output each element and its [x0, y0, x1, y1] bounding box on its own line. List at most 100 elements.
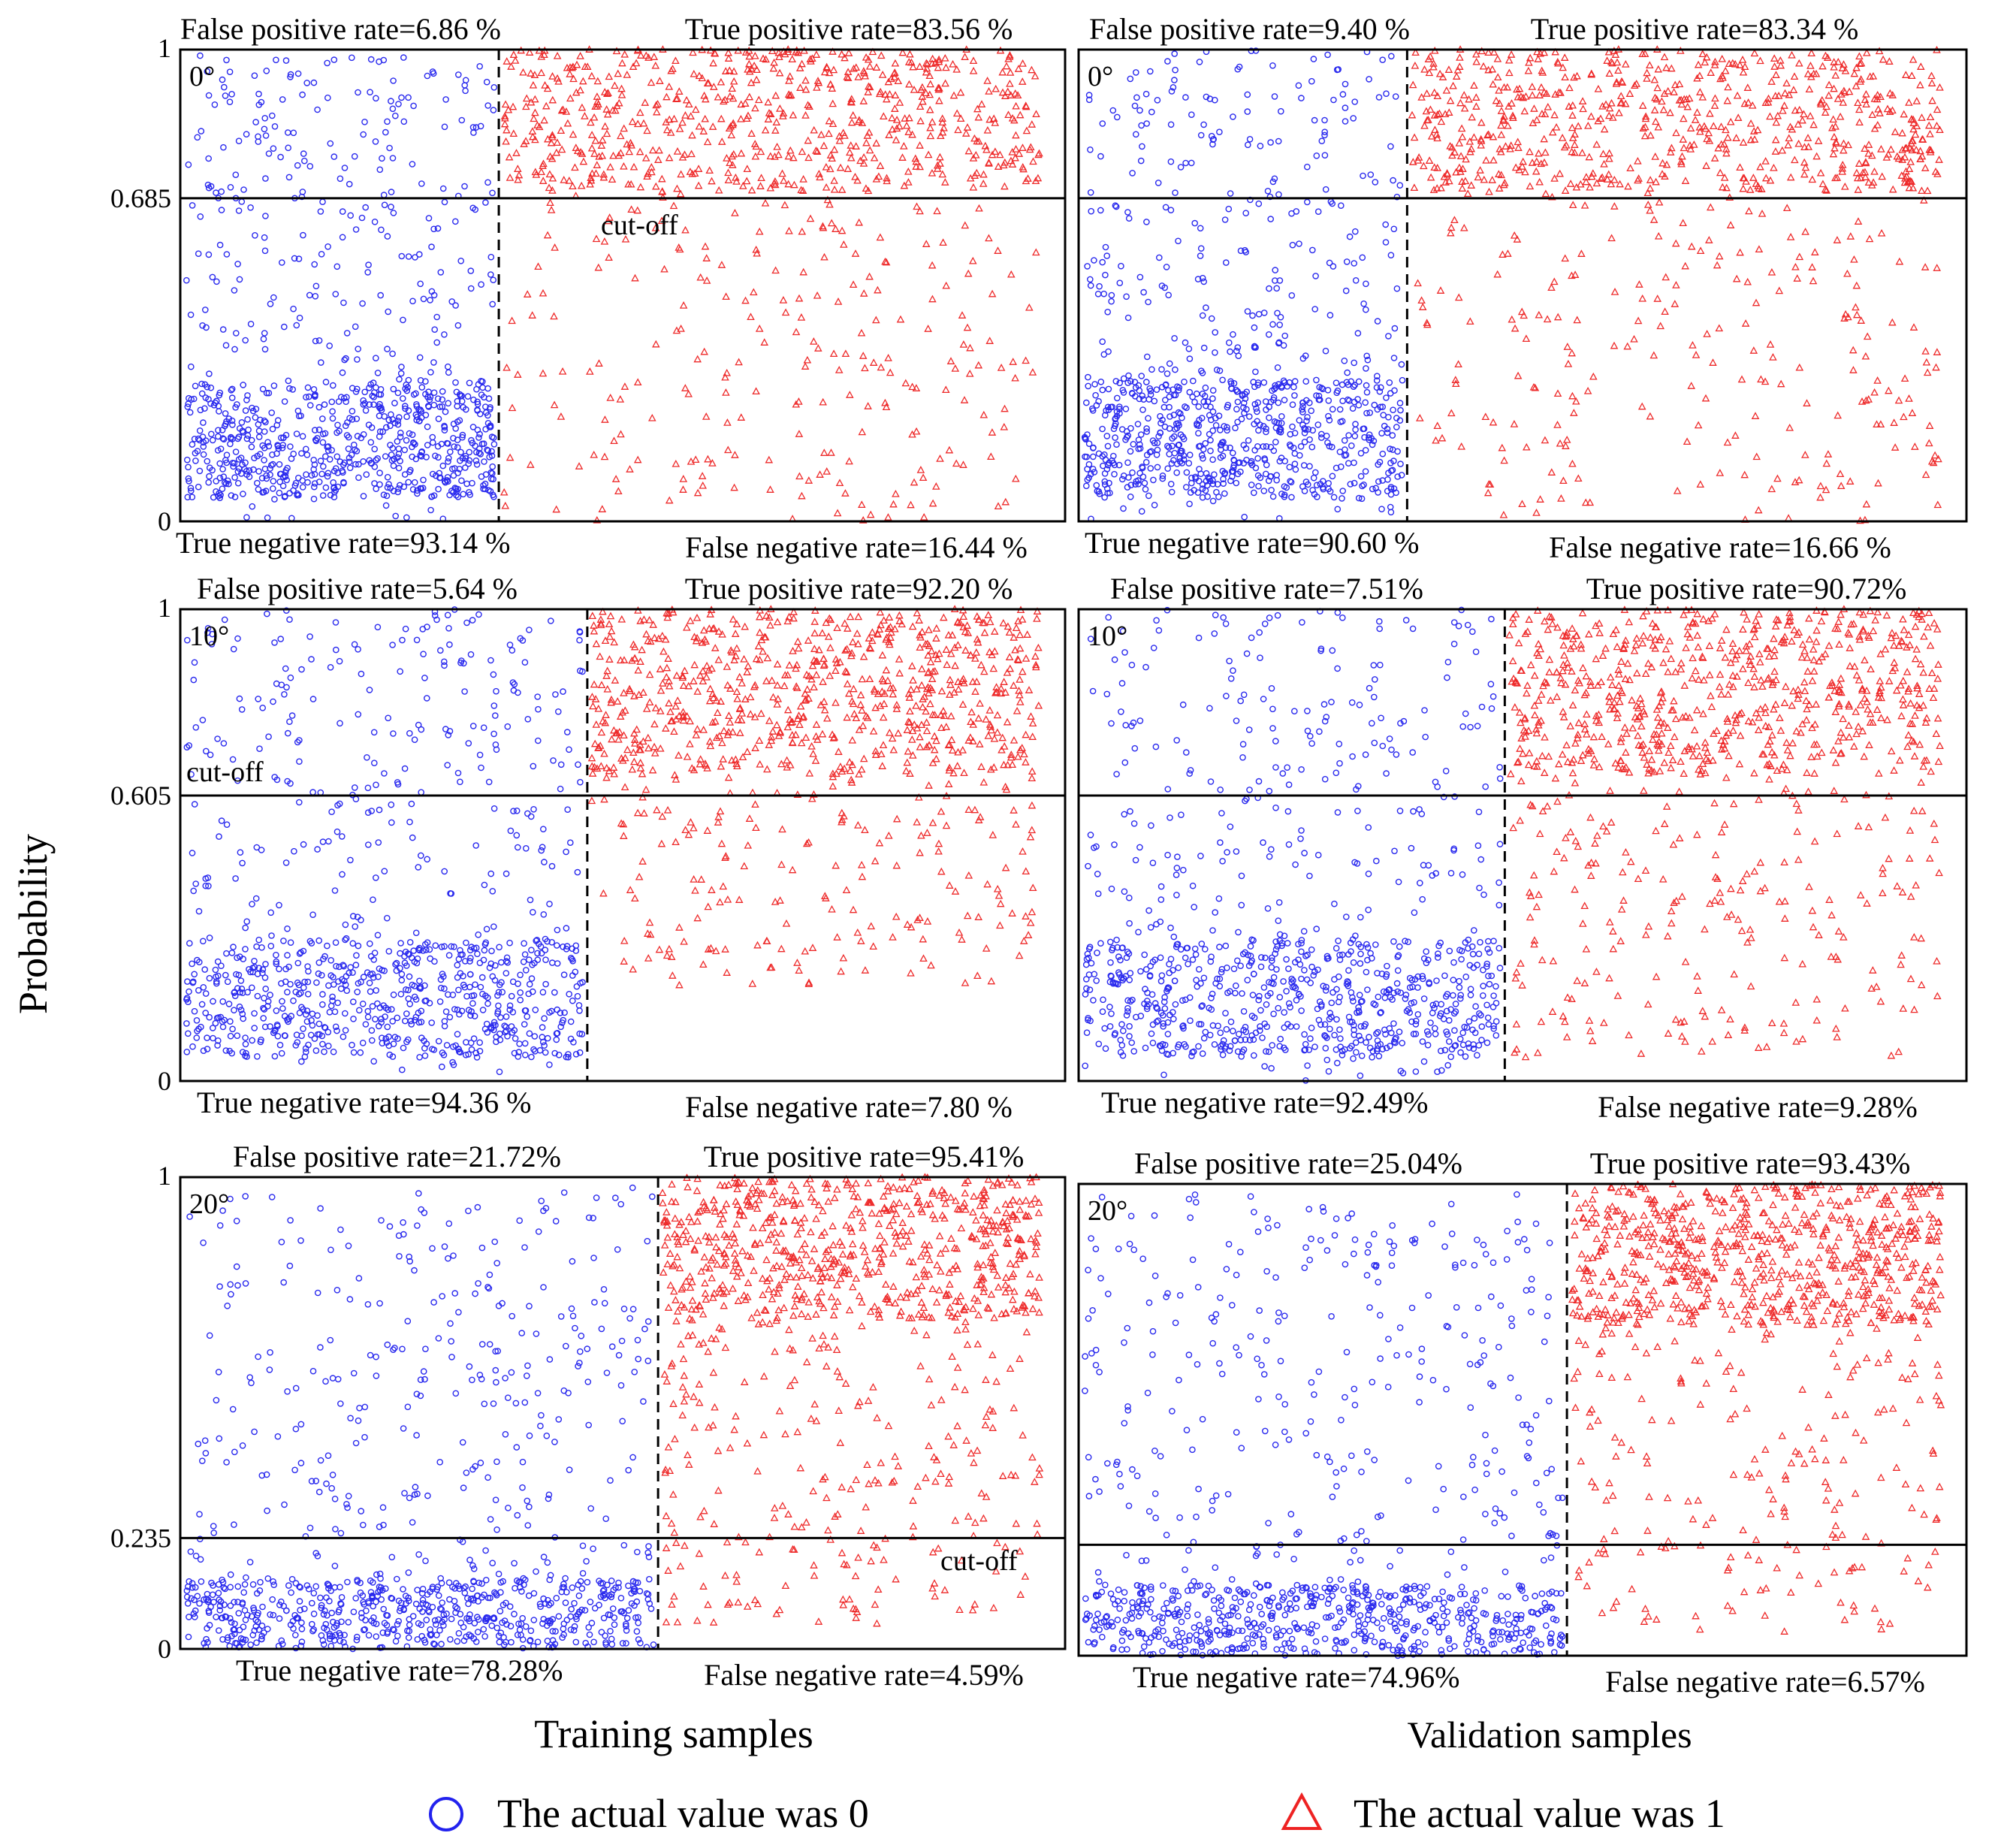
data-point-class0 — [1197, 131, 1205, 139]
data-point-class1 — [1630, 334, 1638, 343]
data-point-class0 — [255, 468, 262, 475]
data-point-class0 — [252, 119, 259, 125]
data-point-class1 — [1824, 450, 1833, 457]
data-point-class0 — [318, 470, 325, 478]
data-point-class1 — [882, 403, 891, 411]
data-point-class1 — [1556, 169, 1564, 177]
data-point-class0 — [548, 618, 554, 624]
data-point-class0 — [202, 1010, 210, 1016]
data-point-class1 — [1715, 324, 1724, 332]
data-point-class0 — [355, 711, 362, 718]
data-point-class0 — [541, 1042, 548, 1049]
data-point-class0 — [575, 761, 581, 768]
data-point-class1 — [1861, 144, 1869, 152]
data-point-class0 — [1269, 321, 1276, 328]
data-point-class1 — [755, 325, 764, 332]
data-point-class0 — [243, 435, 251, 442]
data-point-class0 — [1233, 347, 1240, 355]
data-point-class0 — [448, 298, 456, 305]
data-point-class0 — [467, 651, 475, 658]
data-point-class0 — [294, 959, 302, 967]
data-point-class0 — [339, 369, 346, 376]
data-point-class0 — [391, 400, 398, 406]
data-point-class1 — [985, 234, 993, 242]
data-point-class0 — [288, 712, 296, 719]
data-point-class0 — [1209, 497, 1217, 505]
data-point-class0 — [524, 716, 532, 723]
data-point-class0 — [478, 440, 486, 448]
data-point-class0 — [341, 356, 349, 364]
data-point-class0 — [1360, 300, 1367, 307]
data-point-class0 — [1112, 434, 1118, 441]
data-point-class0 — [490, 84, 498, 91]
data-point-class1 — [1811, 248, 1819, 255]
data-point-class0 — [342, 422, 349, 430]
data-point-class1 — [598, 136, 607, 143]
data-point-class0 — [385, 416, 393, 424]
data-point-class0 — [355, 460, 362, 468]
data-point-class1 — [693, 913, 702, 922]
data-point-class1 — [1932, 363, 1940, 371]
data-point-class0 — [207, 384, 215, 391]
data-point-class0 — [1157, 420, 1164, 427]
data-point-class1 — [501, 501, 510, 509]
data-point-class1 — [891, 59, 900, 67]
data-point-class1 — [855, 726, 864, 733]
plot-frame — [1077, 48, 1968, 523]
data-point-class1 — [1586, 183, 1594, 191]
data-point-class0 — [337, 720, 343, 727]
data-point-class0 — [213, 478, 220, 485]
data-point-class0 — [1322, 347, 1329, 355]
data-point-class0 — [262, 132, 270, 139]
data-point-class0 — [191, 659, 198, 666]
data-point-class0 — [1114, 113, 1121, 121]
data-point-class1 — [1701, 394, 1710, 402]
data-point-class0 — [324, 1028, 332, 1036]
data-point-class0 — [1342, 287, 1350, 294]
data-point-class0 — [284, 989, 291, 995]
data-point-class0 — [359, 300, 366, 307]
data-point-class1 — [1472, 57, 1480, 65]
data-point-class0 — [349, 385, 356, 392]
data-point-class1 — [701, 242, 710, 250]
data-point-class0 — [309, 911, 316, 918]
data-point-class0 — [311, 427, 318, 433]
data-point-class1 — [1885, 386, 1893, 394]
data-point-class0 — [429, 439, 436, 446]
data-point-class0 — [259, 705, 267, 711]
data-point-class0 — [1275, 399, 1282, 406]
data-point-class1 — [673, 147, 682, 155]
data-point-class0 — [1308, 443, 1316, 451]
data-point-class1 — [1754, 506, 1763, 514]
data-point-class0 — [446, 641, 453, 648]
data-point-class1 — [925, 626, 933, 633]
data-point-class0 — [394, 421, 402, 428]
data-point-class0 — [442, 1008, 450, 1015]
data-point-class1 — [1671, 300, 1680, 307]
data-point-class1 — [884, 513, 892, 521]
data-point-class1 — [633, 455, 642, 464]
data-point-class1 — [576, 52, 584, 59]
data-point-class1 — [1535, 310, 1544, 319]
data-point-class1 — [939, 238, 947, 246]
data-point-class1 — [1498, 443, 1507, 451]
data-point-class0 — [249, 503, 256, 510]
data-point-class0 — [358, 434, 365, 442]
data-point-class0 — [406, 939, 414, 946]
data-point-class0 — [186, 988, 192, 995]
data-point-class0 — [207, 430, 215, 438]
data-point-class1 — [1540, 134, 1548, 143]
data-point-class1 — [1002, 62, 1011, 70]
data-point-class0 — [382, 453, 389, 460]
data-point-class1 — [1710, 101, 1719, 109]
data-point-class0 — [1262, 398, 1269, 405]
data-point-class1 — [586, 367, 594, 375]
data-point-class1 — [1652, 117, 1660, 125]
data-point-class0 — [433, 339, 441, 346]
data-point-class0 — [388, 801, 395, 808]
data-point-class1 — [514, 370, 522, 378]
data-point-class1 — [1818, 62, 1827, 70]
data-point-class0 — [187, 311, 195, 319]
data-point-class0 — [490, 805, 498, 812]
data-point-class1 — [1022, 356, 1030, 364]
